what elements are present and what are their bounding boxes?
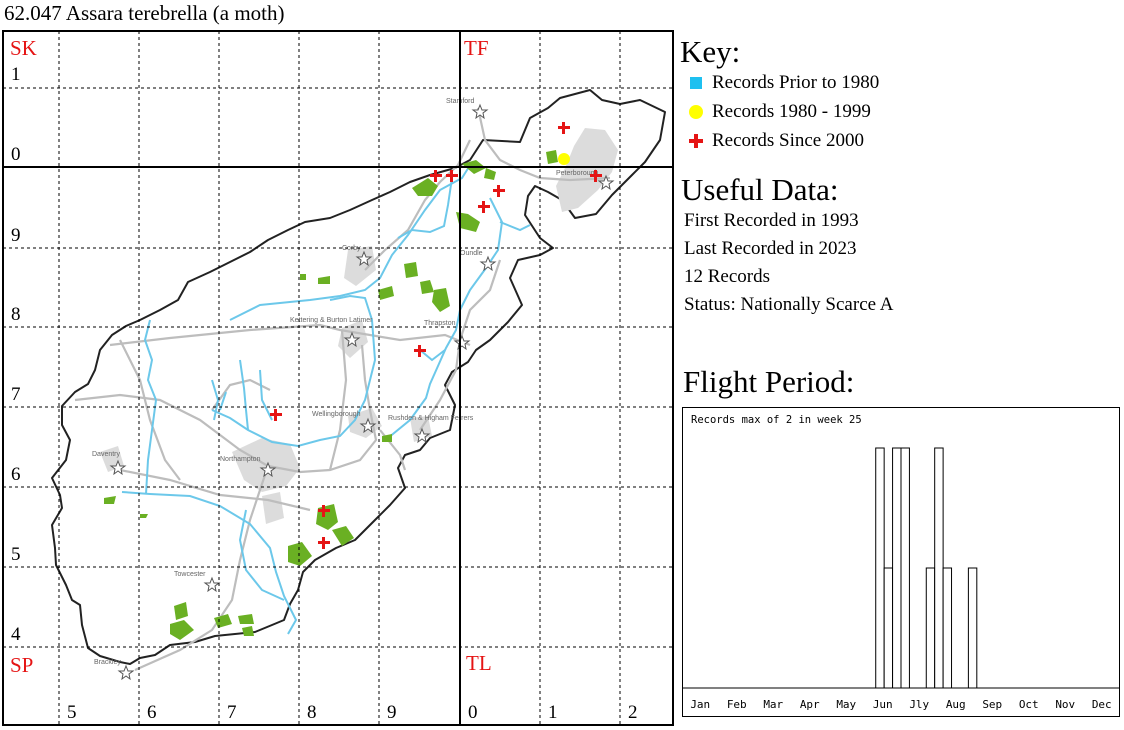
key-item-prior-1980: Records Prior to 1980 bbox=[688, 72, 879, 94]
flight-month-label: Nov bbox=[1055, 698, 1075, 711]
svg-text:9: 9 bbox=[11, 225, 21, 246]
key-label: Records Prior to 1980 bbox=[712, 72, 880, 93]
key-label: Records 1980 - 1999 bbox=[712, 101, 871, 122]
useful-data-heading: Useful Data: bbox=[681, 172, 839, 207]
flight-bar-week-24 bbox=[875, 447, 885, 689]
square-labels: SK TF SP TL bbox=[10, 36, 492, 677]
record-cross bbox=[558, 122, 570, 134]
flight-month-label: Aug bbox=[946, 698, 966, 711]
record-cross bbox=[478, 201, 490, 213]
record-cross bbox=[318, 505, 330, 517]
svg-text:1: 1 bbox=[11, 64, 21, 85]
record-cross bbox=[493, 185, 505, 197]
svg-text:5: 5 bbox=[67, 702, 77, 723]
record-count: 12 Records bbox=[684, 266, 771, 287]
flight-period-heading: Flight Period: bbox=[683, 364, 855, 399]
yellow-dot-icon bbox=[689, 105, 703, 119]
svg-text:2: 2 bbox=[628, 702, 638, 723]
record-cross bbox=[318, 537, 330, 549]
town-label-kettering: Kettering & Burton Latimer bbox=[290, 317, 373, 324]
records-since-2000 bbox=[270, 122, 602, 549]
conservation-status: Status: Nationally Scarce A bbox=[684, 294, 894, 315]
flight-month-label: Jan bbox=[690, 698, 710, 711]
town-label-rushden: Rushden & Higham Ferrers bbox=[388, 415, 474, 422]
flight-bars bbox=[875, 447, 978, 689]
flight-note: Records max of 2 in week 25 bbox=[691, 414, 862, 426]
flight-month-label: Sep bbox=[982, 698, 1002, 711]
flight-bar-week-35 bbox=[967, 567, 978, 689]
record-cross bbox=[270, 409, 282, 421]
town-label-wellingborough: Wellingborough bbox=[312, 411, 361, 418]
square-label-sk: SK bbox=[10, 36, 37, 60]
key-item-1980-1999: Records 1980 - 1999 bbox=[688, 101, 871, 123]
flight-month-label: Mar bbox=[763, 698, 783, 711]
square-label-tl: TL bbox=[466, 651, 492, 675]
page-title: 62.047 Assara terebrella (a moth) bbox=[4, 1, 285, 25]
square-label-tf: TF bbox=[464, 36, 489, 60]
flight-month-label: Jun bbox=[873, 698, 893, 711]
flight-bar-week-27 bbox=[900, 447, 910, 689]
svg-text:8: 8 bbox=[307, 702, 317, 723]
record-dot bbox=[558, 153, 570, 165]
town-label-towcester: Towcester bbox=[174, 571, 206, 578]
svg-text:8: 8 bbox=[11, 304, 21, 325]
record-cross bbox=[446, 170, 458, 182]
svg-text:5: 5 bbox=[11, 544, 21, 565]
svg-text:0: 0 bbox=[11, 144, 21, 165]
flight-bar-week-32 bbox=[942, 567, 953, 689]
last-recorded: Last Recorded in 2023 bbox=[684, 238, 857, 259]
town-label-daventry: Daventry bbox=[92, 451, 121, 458]
grid-minor bbox=[3, 31, 673, 725]
square-label-sp: SP bbox=[10, 653, 33, 677]
svg-text:6: 6 bbox=[147, 702, 157, 723]
flight-months: Jan Feb Mar Apr May Jun Jly Aug Sep Oct Nov Dec bbox=[690, 698, 1111, 711]
svg-text:1: 1 bbox=[548, 702, 558, 723]
flight-month-label: Apr bbox=[800, 698, 820, 711]
svg-text:4: 4 bbox=[11, 624, 21, 645]
distribution-map: Stamford Peterborough Corby Oundle Kette… bbox=[2, 30, 674, 726]
town-label-peterborough: Peterborough bbox=[556, 170, 599, 177]
town-label-brackley: Brackley bbox=[94, 659, 121, 666]
svg-text:7: 7 bbox=[11, 384, 21, 405]
key-heading: Key: bbox=[680, 34, 741, 69]
town-markers bbox=[109, 103, 615, 681]
record-cross bbox=[590, 170, 602, 182]
svg-text:9: 9 bbox=[387, 702, 397, 723]
town-label-northampton: Northampton bbox=[220, 456, 261, 463]
svg-text:0: 0 bbox=[468, 702, 478, 723]
flight-month-label: Dec bbox=[1092, 698, 1112, 711]
svg-text:7: 7 bbox=[227, 702, 237, 723]
flight-month-label: Jly bbox=[909, 698, 929, 711]
flight-month-label: Oct bbox=[1019, 698, 1039, 711]
key-label: Records Since 2000 bbox=[712, 130, 864, 151]
flight-month-label: Feb bbox=[727, 698, 747, 711]
northing-labels: 1 0 9 8 7 6 5 4 bbox=[11, 64, 21, 645]
records-1980-1999 bbox=[558, 153, 570, 165]
svg-text:6: 6 bbox=[11, 464, 21, 485]
flight-bar-week-26 bbox=[892, 447, 902, 689]
rivers bbox=[121, 161, 531, 635]
flight-bar-week-30 bbox=[925, 567, 936, 689]
first-recorded: First Recorded in 1993 bbox=[684, 210, 859, 231]
flight-period-chart: Records max of 2 in week 25 Jan Feb Mar Apr… bbox=[682, 407, 1120, 717]
key-item-since-2000: Records Since 2000 bbox=[688, 130, 864, 152]
county-outline bbox=[51, 89, 666, 665]
record-cross bbox=[430, 170, 442, 182]
red-cross-icon bbox=[688, 133, 704, 149]
town-label-thrapston: Thrapston bbox=[424, 320, 456, 327]
flight-month-label: May bbox=[836, 698, 856, 711]
blue-square-icon bbox=[690, 77, 702, 89]
easting-labels: 5 6 7 8 9 0 1 2 bbox=[67, 702, 638, 723]
flight-bar-week-25 bbox=[883, 567, 894, 689]
flight-bar-week-31 bbox=[934, 447, 944, 689]
grid-major bbox=[2, 30, 674, 726]
town-label-oundle: Oundle bbox=[460, 250, 483, 257]
record-cross bbox=[414, 345, 426, 357]
